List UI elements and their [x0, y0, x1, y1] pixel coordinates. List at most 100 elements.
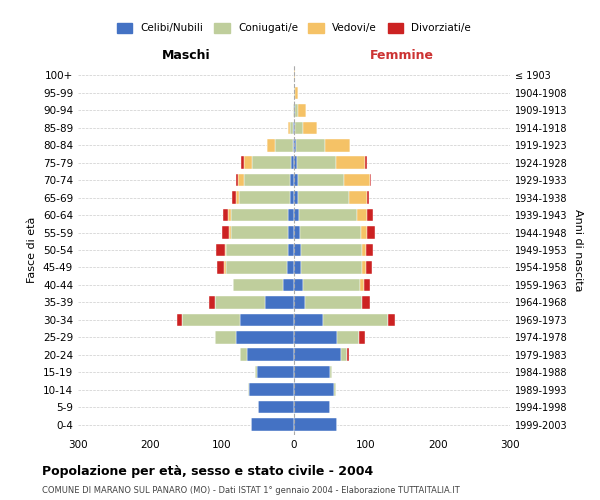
Y-axis label: Anni di nascita: Anni di nascita — [573, 209, 583, 291]
Bar — [251, 418, 294, 431]
Bar — [223, 209, 229, 222]
Bar — [291, 156, 294, 169]
Bar — [294, 156, 297, 169]
Bar — [241, 156, 244, 169]
Bar — [248, 384, 250, 396]
Bar — [294, 384, 334, 396]
Bar — [294, 296, 305, 308]
Bar — [366, 261, 372, 274]
Bar — [229, 226, 230, 239]
Bar — [244, 156, 251, 169]
Bar — [283, 278, 294, 291]
Bar — [325, 139, 350, 151]
Bar — [299, 209, 356, 222]
Bar — [251, 156, 291, 169]
Bar — [367, 192, 369, 204]
Bar — [294, 104, 295, 117]
Bar — [240, 348, 247, 361]
Bar — [301, 244, 362, 256]
Bar — [294, 331, 337, 344]
Bar — [295, 86, 298, 99]
Bar — [359, 331, 365, 344]
Bar — [293, 122, 294, 134]
Bar — [216, 244, 225, 256]
Bar — [294, 139, 296, 151]
Bar — [215, 296, 265, 308]
Bar — [294, 278, 302, 291]
Bar — [240, 314, 294, 326]
Bar — [230, 226, 288, 239]
Bar — [229, 209, 230, 222]
Bar — [341, 348, 347, 361]
Bar — [323, 314, 388, 326]
Bar — [294, 244, 301, 256]
Bar — [244, 174, 290, 186]
Bar — [287, 261, 294, 274]
Bar — [293, 104, 294, 117]
Bar — [215, 331, 236, 344]
Bar — [236, 192, 239, 204]
Bar — [298, 104, 305, 117]
Bar — [300, 226, 361, 239]
Bar — [305, 296, 362, 308]
Bar — [294, 86, 295, 99]
Bar — [176, 314, 182, 326]
Bar — [294, 226, 300, 239]
Text: Popolazione per età, sesso e stato civile - 2004: Popolazione per età, sesso e stato civil… — [42, 464, 373, 477]
Bar — [294, 174, 298, 186]
Bar — [268, 139, 275, 151]
Bar — [247, 348, 294, 361]
Bar — [225, 244, 226, 256]
Bar — [250, 384, 294, 396]
Bar — [362, 296, 370, 308]
Bar — [294, 261, 301, 274]
Bar — [337, 156, 365, 169]
Bar — [209, 296, 215, 308]
Bar — [258, 401, 294, 413]
Bar — [294, 418, 337, 431]
Bar — [367, 209, 373, 222]
Bar — [238, 174, 244, 186]
Bar — [294, 192, 298, 204]
Bar — [360, 278, 364, 291]
Bar — [295, 104, 298, 117]
Bar — [288, 209, 294, 222]
Bar — [290, 174, 294, 186]
Bar — [294, 348, 341, 361]
Bar — [287, 244, 294, 256]
Bar — [294, 69, 295, 82]
Bar — [362, 261, 366, 274]
Bar — [295, 122, 302, 134]
Legend: Celibi/Nubili, Coniugati/e, Vedovi/e, Divorziati/e: Celibi/Nubili, Coniugati/e, Vedovi/e, Di… — [113, 18, 475, 38]
Bar — [366, 244, 373, 256]
Bar — [290, 192, 294, 204]
Bar — [337, 331, 359, 344]
Bar — [388, 314, 395, 326]
Bar — [222, 226, 229, 239]
Bar — [356, 209, 367, 222]
Bar — [293, 139, 294, 151]
Text: Maschi: Maschi — [161, 48, 211, 62]
Bar — [265, 296, 294, 308]
Bar — [349, 192, 367, 204]
Y-axis label: Fasce di età: Fasce di età — [28, 217, 37, 283]
Bar — [296, 139, 325, 151]
Bar — [364, 278, 370, 291]
Bar — [365, 156, 367, 169]
Bar — [224, 261, 226, 274]
Bar — [302, 122, 317, 134]
Text: Femmine: Femmine — [370, 48, 434, 62]
Bar — [226, 244, 287, 256]
Bar — [347, 348, 349, 361]
Bar — [370, 174, 371, 186]
Bar — [255, 366, 257, 378]
Bar — [217, 261, 224, 274]
Bar — [298, 174, 344, 186]
Bar — [236, 174, 238, 186]
Bar — [275, 139, 293, 151]
Bar — [334, 384, 336, 396]
Bar — [367, 226, 376, 239]
Bar — [182, 314, 240, 326]
Bar — [344, 174, 370, 186]
Bar — [301, 261, 362, 274]
